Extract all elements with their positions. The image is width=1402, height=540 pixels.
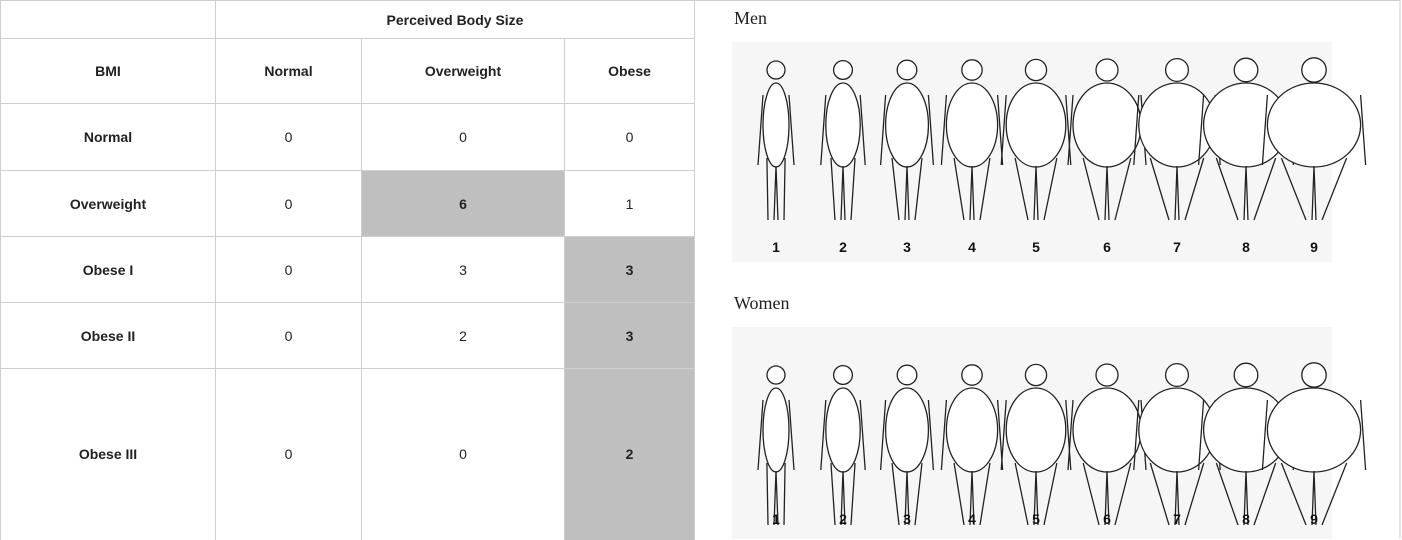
figure-number: 8 [1242, 511, 1250, 527]
figure-torso [1073, 83, 1141, 167]
row-header: Obese II [1, 303, 216, 369]
figure-torso [1073, 388, 1141, 472]
figure-number: 8 [1242, 239, 1250, 255]
cell: 0 [216, 237, 362, 303]
figure-torso [946, 388, 997, 472]
corner [1, 1, 216, 39]
figure-head [1166, 59, 1189, 82]
group-header: Perceived Body Size [216, 1, 695, 39]
figure-head [962, 365, 982, 385]
figure-torso [763, 83, 789, 167]
figure-head [1096, 364, 1118, 386]
column-header: Normal [216, 39, 362, 104]
figure-torso [1267, 83, 1360, 167]
column-header: Overweight [362, 39, 565, 104]
panel-label: Men [734, 8, 767, 28]
cell: 0 [216, 369, 362, 540]
cell: 2 [565, 369, 695, 540]
cell: 2 [362, 303, 565, 369]
figure-number: 1 [772, 511, 780, 527]
figure-panel: Men 1 2 3 4 5 6 7 8 9 Women 1 2 3 4 5 6 7 8 9 [694, 0, 1402, 539]
figure-number: 6 [1103, 239, 1111, 255]
figure-head [897, 60, 917, 80]
figure-arm [1361, 95, 1366, 165]
figure-torso [826, 388, 860, 472]
figure-head [897, 365, 917, 385]
figure-head [1234, 58, 1258, 82]
figure-number: 7 [1173, 239, 1181, 255]
figure-head [767, 61, 785, 79]
row-header: Obese III [1, 369, 216, 540]
figure-head [1234, 363, 1258, 387]
cell: 3 [565, 303, 695, 369]
cell: 1 [565, 171, 695, 237]
figure-torso [886, 83, 929, 167]
cell: 0 [216, 303, 362, 369]
figure-number: 3 [903, 511, 911, 527]
figure-head [834, 366, 853, 385]
figure-head [1166, 364, 1189, 387]
data-table: Perceived Body Size BMI Normal Overweigh… [0, 0, 695, 540]
figure-number: 7 [1173, 511, 1181, 527]
cell: 0 [216, 171, 362, 237]
figure-head [1302, 363, 1326, 387]
page: Perceived Body Size BMI Normal Overweigh… [0, 0, 1402, 539]
cell: 0 [565, 104, 695, 171]
cell: 0 [362, 369, 565, 540]
figure-head [1096, 59, 1118, 81]
cell: 0 [216, 104, 362, 171]
figure-torso [946, 83, 997, 167]
figure-number: 4 [968, 239, 976, 255]
cell: 0 [362, 104, 565, 171]
figure-head [767, 366, 785, 384]
row-header: Overweight [1, 171, 216, 237]
figure-number: 1 [772, 239, 780, 255]
figure-head [834, 61, 853, 80]
figure-number: 2 [839, 511, 847, 527]
column-header: Obese [565, 39, 695, 104]
figure-number: 3 [903, 239, 911, 255]
row-header: Normal [1, 104, 216, 171]
figure-arm [1361, 400, 1366, 470]
figure-number: 9 [1310, 511, 1318, 527]
figure-head [1025, 59, 1046, 80]
figure-number: 9 [1310, 239, 1318, 255]
column-header: BMI [1, 39, 216, 104]
figure-number: 5 [1032, 239, 1040, 255]
figure-number: 4 [968, 511, 976, 527]
figure-torso [1006, 388, 1066, 472]
figure-number: 5 [1032, 511, 1040, 527]
figure-torso [1006, 83, 1066, 167]
figure-torso [886, 388, 929, 472]
figure-torso [826, 83, 860, 167]
row-header: Obese I [1, 237, 216, 303]
figure-torso [763, 388, 789, 472]
figure-number: 6 [1103, 511, 1111, 527]
figure-head [1025, 364, 1046, 385]
figure-torso [1267, 388, 1360, 472]
cell: 3 [362, 237, 565, 303]
figure-number: 2 [839, 239, 847, 255]
figure-head [1302, 58, 1326, 82]
panel-label: Women [734, 293, 790, 313]
cell: 3 [565, 237, 695, 303]
figure-head [962, 60, 982, 80]
cell: 6 [362, 171, 565, 237]
